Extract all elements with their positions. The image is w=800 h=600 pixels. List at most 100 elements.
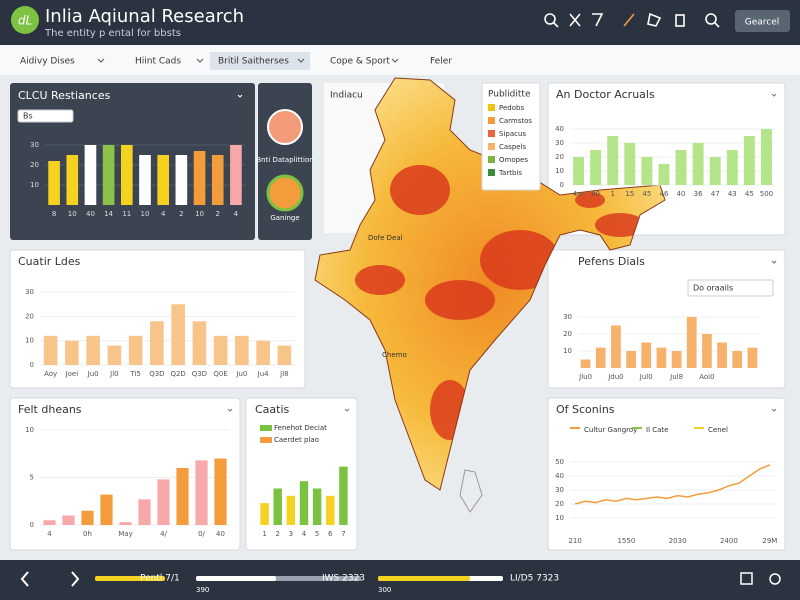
toolbar-item[interactable]: Feler [430,57,452,67]
bar [128,335,143,365]
footer-label: IWS 2323 [322,574,365,584]
x-tick-label: 10 [141,210,150,218]
header-icons[interactable] [544,12,720,28]
toolbar-item[interactable]: Britil Saitherses [218,57,289,67]
panel-title: Pefens Dials [578,255,645,268]
legend-swatch [488,117,495,124]
panel [547,397,786,551]
bar [641,342,652,368]
y-tick-label: 10 [563,347,572,355]
footer-icons[interactable] [740,572,781,585]
x-tick-label: 14 [104,210,113,218]
bar [121,145,133,205]
panel-menu[interactable] [771,260,777,264]
x-tick-label: 3 [289,530,293,538]
bar [214,458,227,525]
panel-title: CLCU Restiances [18,89,111,102]
x-tick-label: 6 [328,530,333,538]
panel-menu[interactable] [237,94,243,98]
x-tick-label: 45 [642,190,651,198]
legend-label: Omopes [499,156,528,164]
x-tick-label: Jlu0 [578,373,592,381]
dropdown-label[interactable]: Bs [23,112,33,121]
x-tick-label: Q3D [149,370,164,378]
x-tick-label: 2 [215,210,219,218]
x-tick-label: 47 [711,190,720,198]
x-tick-label: 43 [728,190,737,198]
dropdown[interactable] [687,279,774,297]
dropdown[interactable] [17,109,74,123]
bar [277,345,292,365]
y-tick-label: 10 [30,181,39,189]
x-tick-label: 40 [86,210,95,218]
x-tick-label: Jdu0 [607,373,623,381]
bar [193,151,206,205]
panel [9,249,306,389]
bar [62,515,75,525]
side-label: Bnti Dataplittion [256,156,313,164]
x-tick-label: 10 [195,210,204,218]
legend-swatch [260,425,272,431]
panel-title: Felt dheans [18,403,82,416]
bar [107,345,122,365]
x-tick-label: 2 [275,530,279,538]
bar [595,347,606,368]
bar [641,157,653,185]
header-button-label[interactable]: Gearcel [745,18,780,28]
y-tick-label: 20 [30,161,39,169]
legend-label: Il Cate [646,426,668,434]
panel-menu[interactable] [771,93,777,97]
bar [611,325,621,368]
footer-label: 390 [196,586,209,594]
legend-swatch [260,437,272,443]
bar [299,481,309,525]
bar [175,155,188,205]
toolbar-item[interactable]: Cope & Sport [330,57,390,67]
y-tick-label: 20 [555,500,564,508]
panel-menu[interactable] [227,408,233,412]
line [574,464,771,505]
x-tick-label: 2030 [669,537,687,545]
header-button[interactable] [735,10,790,32]
logo [11,6,39,34]
bar [760,129,772,185]
panel-menu[interactable] [771,408,777,412]
x-tick-label: 7 [341,530,345,538]
legend-swatch [488,169,495,176]
y-tick-label: 20 [25,312,34,320]
x-tick-label: 0h [83,530,92,538]
dropdown-label[interactable]: Do oraails [693,284,733,293]
nav-arrows[interactable] [20,571,80,587]
progress [95,576,165,581]
bar [157,479,170,525]
bar [624,143,636,185]
map-legend-title: Publiditte [488,90,531,100]
toolbar-item[interactable]: Aidivy Dises [20,57,75,67]
map-label: Dofe Deal [368,234,403,242]
y-tick-label: 0 [30,521,34,529]
x-tick-label: 5 [315,530,319,538]
y-tick-label: 30 [555,486,564,494]
bar [326,495,335,525]
logo-text: dL [18,14,32,28]
bar [66,155,79,205]
bar [675,150,687,185]
panel-menu[interactable] [344,408,350,412]
x-tick-label: 2 [179,210,183,218]
panel-title: Of Sconins [556,403,615,416]
x-tick-label: 4 [47,530,52,538]
y-tick-label: 10 [555,167,564,175]
panel-title: Cuatir Ldes [18,255,81,268]
bar [717,342,727,368]
bar [732,351,743,368]
bar [119,522,132,525]
map-label: Chemo [382,351,407,359]
legend-label: Cultur Gangroy [584,426,637,434]
x-tick-label: Ju0 [87,370,99,378]
bar [312,488,322,525]
y-tick-label: 40 [555,472,564,480]
toolbar-item[interactable]: Hiint Cads [135,57,181,67]
y-tick-label: 20 [555,153,564,161]
x-tick-label: 80 [591,190,600,198]
